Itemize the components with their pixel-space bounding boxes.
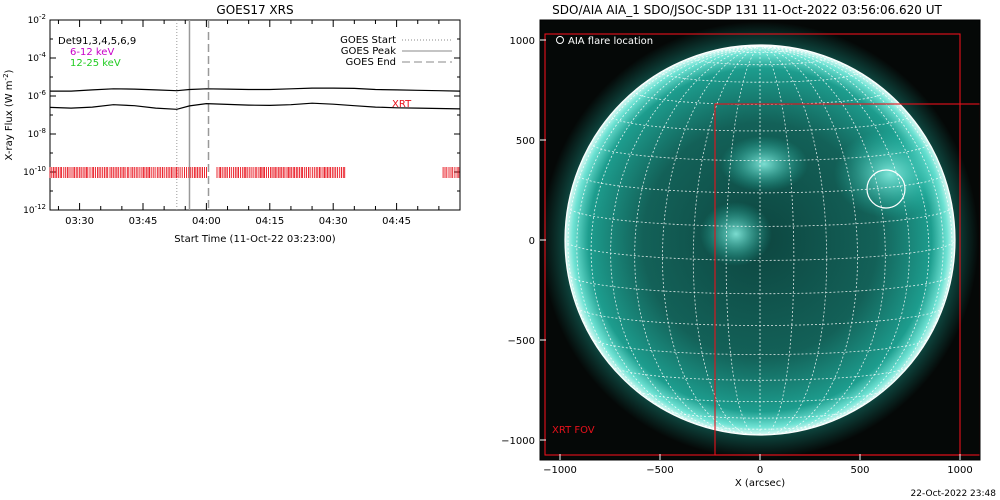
- flare-location-circle: [866, 169, 906, 209]
- aia-y-tick-label: −500: [508, 336, 535, 347]
- xrt-label: XRT: [392, 99, 412, 110]
- legend-goes-start: GOES Start: [340, 35, 396, 46]
- longitude-line: [759, 45, 858, 435]
- aia-y-axis: −1000 −500 0 500 1000: [501, 36, 546, 447]
- xrt-fov-label: XRT FOV: [552, 425, 595, 436]
- goes-y-tick-exp: -10: [35, 165, 46, 173]
- goes-long-band-line: [50, 87, 461, 92]
- legend-entry-12-25-kev: 12-25 keV: [70, 58, 121, 69]
- goes-x-tick-label: 04:00: [192, 216, 221, 227]
- latitude-line: [725, 46, 795, 53]
- xrt-fov-box: [714, 103, 980, 456]
- goes-y-tick-label: 10-2: [28, 13, 46, 26]
- det-label: Det91,3,4,5,6,9: [58, 36, 136, 47]
- goes-x-tick-label: 04:45: [382, 216, 411, 227]
- goes-y-tick-base: 10: [28, 54, 40, 64]
- goes-y-tick-exp: -2: [39, 13, 46, 21]
- xrt-coverage-marks: [49, 167, 460, 178]
- aia-y-tick-label: 1000: [510, 36, 535, 47]
- goes-legend-events: GOES Start GOES Peak GOES End: [340, 35, 452, 68]
- longitude-line: [590, 45, 761, 433]
- goes-y-axis-label-sup: -2: [2, 73, 10, 80]
- footer-timestamp: 22-Oct-2022 23:48: [911, 489, 997, 499]
- legend-entry-6-12-kev: 6-12 keV: [70, 47, 114, 58]
- longitude-line: [634, 45, 761, 435]
- longitude-line: [725, 45, 761, 435]
- active-region-center: [700, 202, 772, 266]
- goes-y-tick-label: 10-10: [23, 165, 46, 178]
- goes-x-tick-label: 03:45: [129, 216, 158, 227]
- latitude-line: [591, 337, 929, 355]
- goes-legend-bands: Det91,3,4,5,6,9 6-12 keV 12-25 keV: [58, 36, 136, 69]
- aia-x-tick-label: 500: [850, 465, 869, 476]
- goes-y-tick-base: 10: [28, 16, 40, 26]
- goes-x-axis-label: Start Time (11-Oct-22 03:23:00): [174, 234, 335, 245]
- legend-goes-end: GOES End: [346, 57, 396, 68]
- latitude-line: [576, 172, 944, 194]
- goes-y-tick-label: 10-6: [28, 89, 47, 102]
- goes-chart-title: GOES17 XRS: [216, 3, 293, 17]
- goes-y-tick-exp: -12: [35, 203, 46, 211]
- goes-plot-frame: [49, 19, 461, 211]
- longitude-line: [759, 45, 795, 435]
- aia-y-tick-label: 0: [529, 236, 535, 247]
- goes-x-tick-label: 03:30: [65, 216, 94, 227]
- active-region-east: [834, 130, 946, 218]
- goes-y-tick-base: 10: [28, 92, 40, 102]
- goes-y-axis-label: X-ray Flux (W m-2): [2, 69, 15, 160]
- flare-legend-marker: [556, 36, 564, 44]
- goes-y-axis-label-main: X-ray Flux (W m: [4, 80, 15, 160]
- goes-x-tick-label: 04:30: [319, 216, 348, 227]
- longitude-line: [759, 45, 886, 435]
- goes-y-tick-label: 10-4: [28, 51, 47, 64]
- aia-x-tick-label: −500: [646, 465, 673, 476]
- solar-limb: [564, 44, 956, 436]
- longitude-line: [759, 45, 953, 407]
- longitude-line: [759, 45, 944, 427]
- aia-x-tick-label: 0: [757, 465, 763, 476]
- goes-event-lines: [176, 20, 210, 210]
- goes-y-tick-exp: -6: [39, 89, 47, 97]
- longitude-line: [567, 45, 761, 407]
- aia-image-content: [541, 21, 980, 459]
- aia-x-axis: −1000 −500 0 500 1000: [543, 454, 973, 476]
- aia-image-title: SDO/AIA AIA_1 SDO/JSOC-SDP 131 11-Oct-20…: [552, 3, 942, 17]
- goes-y-tick-exp: -4: [39, 51, 47, 59]
- goes-y-tick-base: 10: [23, 168, 35, 178]
- longitude-line: [759, 45, 930, 433]
- latitude-line: [567, 206, 953, 227]
- aia-legend: AIA flare location: [556, 36, 653, 47]
- goes-y-tick-label: 10-8: [28, 127, 46, 140]
- longitude-line: [576, 45, 761, 427]
- aia-x-axis-label: X (arcsec): [735, 478, 785, 489]
- goes-y-tick-exp: -8: [39, 127, 46, 135]
- goes-y-axis-label-close: ): [4, 69, 15, 73]
- goes-x-axis: 03:30 03:45 04:00 04:15 04:30 04:45: [57, 20, 461, 227]
- goes-y-tick-label: 10-12: [23, 203, 46, 216]
- goes-x-tick-label: 04:15: [255, 216, 284, 227]
- goes-y-tick-base: 10: [23, 206, 35, 216]
- latitude-line: [692, 55, 828, 66]
- latitude-line: [590, 142, 930, 162]
- aia-y-tick-label: −1000: [501, 436, 535, 447]
- aia-image-panel: SDO/AIA AIA_1 SDO/JSOC-SDP 131 11-Oct-20…: [501, 3, 981, 489]
- legend-goes-peak: GOES Peak: [341, 46, 396, 57]
- aia-x-tick-label: −1000: [543, 465, 577, 476]
- goes-y-tick-base: 10: [28, 130, 40, 140]
- aia-legend-label: AIA flare location: [568, 36, 653, 47]
- goes-short-band-line: [49, 102, 461, 110]
- xrt-fov-boxes: [544, 33, 980, 456]
- aia-x-tick-label: 1000: [947, 465, 972, 476]
- active-region-west: [720, 136, 808, 192]
- aia-y-tick-label: 500: [516, 136, 535, 147]
- goes-series: [49, 87, 461, 110]
